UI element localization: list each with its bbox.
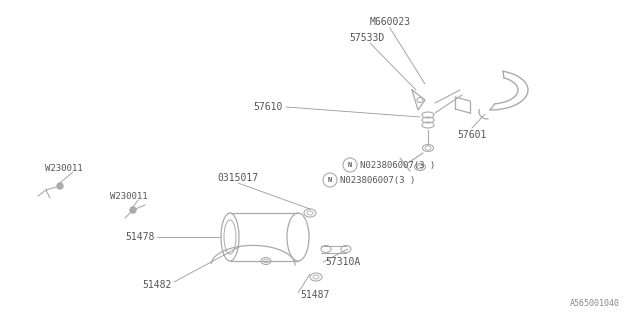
Text: W230011: W230011 — [45, 164, 83, 172]
Text: W230011: W230011 — [110, 191, 148, 201]
Text: A565001040: A565001040 — [570, 299, 620, 308]
Text: M660023: M660023 — [369, 17, 411, 27]
Text: N023806007(3 ): N023806007(3 ) — [340, 175, 415, 185]
Text: 51482: 51482 — [143, 280, 172, 290]
Text: 57310A: 57310A — [325, 257, 360, 267]
Text: 57533D: 57533D — [349, 33, 385, 43]
Text: 51487: 51487 — [300, 290, 330, 300]
Circle shape — [57, 183, 63, 189]
Text: 57601: 57601 — [458, 130, 486, 140]
Text: 0315017: 0315017 — [218, 173, 259, 183]
Text: 57610: 57610 — [253, 102, 283, 112]
Text: 51478: 51478 — [125, 232, 155, 242]
Text: N: N — [328, 177, 332, 183]
Text: N023806007(3 ): N023806007(3 ) — [360, 161, 435, 170]
Text: N: N — [348, 162, 352, 168]
Circle shape — [130, 207, 136, 213]
